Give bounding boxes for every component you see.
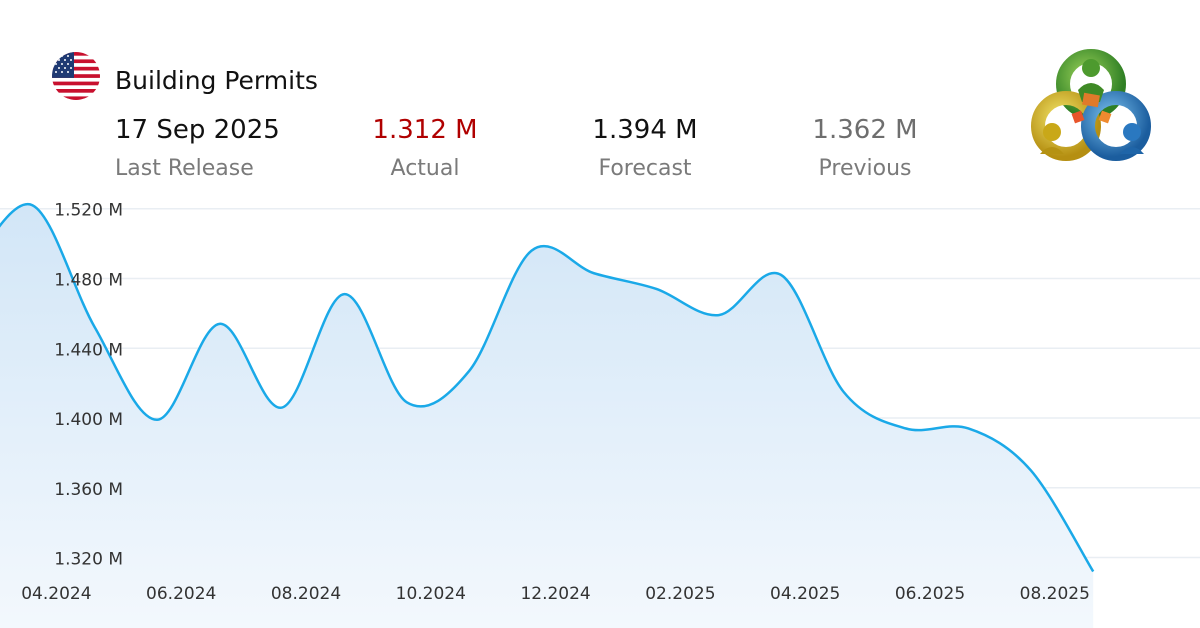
us-flag-icon (52, 52, 100, 100)
y-tick-label: 1.360 M (54, 480, 123, 500)
forecast-value: 1.394 M (592, 115, 698, 145)
building-permits-chart: 1.320 M 1.360 M 1.400 M 1.440 M 1.480 M 1.520… (0, 201, 1200, 628)
y-tick-label: 1.480 M (54, 270, 123, 290)
metatrader-logo-icon (1031, 49, 1151, 161)
forecast-stat: 1.394 M Forecast (545, 112, 745, 184)
forecast-label: Forecast (598, 156, 692, 181)
y-tick-label: 1.440 M (54, 340, 123, 360)
x-tick-label: 06.2024 (146, 584, 216, 604)
y-tick-label: 1.520 M (54, 201, 123, 221)
x-tick-label: 04.2025 (770, 584, 840, 604)
x-tick-label: 10.2024 (396, 584, 466, 604)
x-tick-label: 08.2024 (271, 584, 341, 604)
previous-stat: 1.362 M Previous (765, 112, 965, 184)
x-tick-label: 08.2025 (1020, 584, 1090, 604)
area-fill (0, 204, 1094, 628)
y-tick-label: 1.320 M (54, 550, 123, 570)
actual-stat: 1.312 M Actual (325, 112, 525, 184)
last-release-value: 17 Sep 2025 (115, 115, 280, 145)
x-tick-label: 02.2025 (645, 584, 715, 604)
x-tick-label: 12.2024 (520, 584, 590, 604)
actual-label: Actual (390, 156, 460, 181)
y-tick-label: 1.400 M (54, 410, 123, 430)
x-tick-label: 04.2024 (21, 584, 91, 604)
last-release-label: Last Release (115, 156, 254, 181)
previous-label: Previous (818, 156, 912, 181)
previous-value: 1.362 M (812, 115, 918, 145)
page-title: Building Permits (115, 66, 318, 95)
x-tick-label: 06.2025 (895, 584, 965, 604)
actual-value: 1.312 M (372, 115, 478, 145)
last-release-stat: 17 Sep 2025 Last Release (115, 112, 315, 184)
series-line (0, 202, 1095, 573)
